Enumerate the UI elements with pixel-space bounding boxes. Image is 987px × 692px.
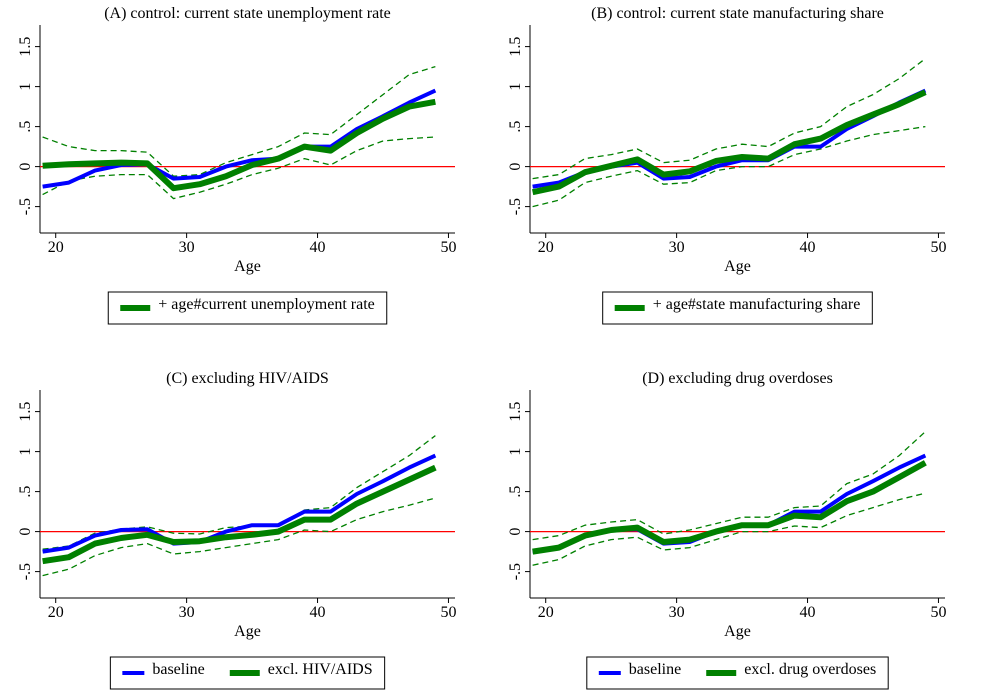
panel: (A) control: current state unemployment … <box>17 5 456 325</box>
y-tick-label: 1 <box>17 83 34 91</box>
series-line <box>532 460 927 555</box>
legend-label: excl. HIV/AIDS <box>268 661 373 678</box>
y-tick-label: -.5 <box>17 563 34 580</box>
series-line <box>42 98 436 192</box>
legend-label: baseline <box>152 661 204 678</box>
x-axis-label: Age <box>234 623 261 640</box>
x-tick-label: 50 <box>930 604 946 621</box>
x-tick-label: 40 <box>800 604 816 621</box>
x-tick-label: 30 <box>179 239 195 256</box>
x-tick-label: 20 <box>48 239 64 256</box>
y-tick-label: 0 <box>507 163 524 171</box>
y-tick-label: 0 <box>507 528 524 536</box>
series-line <box>531 89 927 196</box>
y-tick-label: .5 <box>507 121 524 133</box>
panel: (D) excluding drug overdoses -.5 0 .5 1 1.5 20… <box>507 370 946 690</box>
x-tick-label: 20 <box>48 604 64 621</box>
x-tick-label: 50 <box>930 239 946 256</box>
panel: (B) control: current state manufacturing… <box>507 5 946 325</box>
y-tick-label: 0 <box>17 163 34 171</box>
legend: + age#current unemployment rate <box>107 291 388 325</box>
y-tick-label: 1 <box>507 448 524 456</box>
x-tick-label: 20 <box>538 604 554 621</box>
legend-box <box>107 291 388 325</box>
y-tick-label: -.5 <box>17 198 34 215</box>
panel-title: (A) control: current state unemployment … <box>104 5 391 22</box>
series-line <box>532 492 926 566</box>
panel-title: (D) excluding drug overdoses <box>642 370 833 387</box>
x-tick-label: 30 <box>179 604 195 621</box>
series-line <box>42 464 437 565</box>
x-tick-label: 50 <box>440 604 456 621</box>
legend-box <box>602 291 873 325</box>
legend: + age#state manufacturing share <box>602 291 873 325</box>
x-tick-label: 40 <box>310 604 326 621</box>
panel: (C) excluding HIV/AIDS -.5 0 .5 1 1.5 20 30 40 50… <box>17 370 456 690</box>
legend-label: excl. drug overdoses <box>744 661 876 678</box>
y-tick-label: .5 <box>507 486 524 498</box>
y-tick-label: 1.5 <box>507 402 524 422</box>
y-tick-label: -.5 <box>507 198 524 215</box>
y-tick-label: 1.5 <box>17 402 34 422</box>
legend-label: baseline <box>629 661 681 678</box>
x-tick-label: 40 <box>800 239 816 256</box>
panel-title: (C) excluding HIV/AIDS <box>166 370 329 387</box>
series-line <box>42 136 436 200</box>
legend: baseline excl. HIV/AIDS <box>109 656 386 690</box>
series-line <box>532 431 926 541</box>
legend-label: + age#state manufacturing share <box>653 296 861 313</box>
y-tick-label: .5 <box>17 121 34 133</box>
series-line <box>532 125 926 208</box>
y-tick-label: 0 <box>17 528 34 536</box>
x-tick-label: 50 <box>440 239 456 256</box>
x-tick-label: 20 <box>538 239 554 256</box>
x-tick-label: 30 <box>669 604 685 621</box>
series-line <box>42 65 436 177</box>
y-tick-label: 1 <box>17 448 34 456</box>
legend-box <box>586 656 889 690</box>
x-tick-label: 40 <box>310 239 326 256</box>
legend-label: + age#current unemployment rate <box>158 296 375 313</box>
legend: baseline excl. drug overdoses <box>586 656 889 690</box>
series-line <box>532 58 926 180</box>
x-axis-label: Age <box>724 258 751 275</box>
x-axis-label: Age <box>234 258 261 275</box>
series-line <box>42 497 436 577</box>
y-tick-label: 1.5 <box>17 37 34 57</box>
y-tick-label: .5 <box>17 486 34 498</box>
series-line <box>42 453 437 554</box>
panel-title: (B) control: current state manufacturing… <box>591 5 884 22</box>
y-tick-label: -.5 <box>507 563 524 580</box>
y-tick-label: 1.5 <box>507 37 524 57</box>
x-tick-label: 30 <box>669 239 685 256</box>
x-axis-label: Age <box>724 623 751 640</box>
y-tick-label: 1 <box>507 83 524 91</box>
